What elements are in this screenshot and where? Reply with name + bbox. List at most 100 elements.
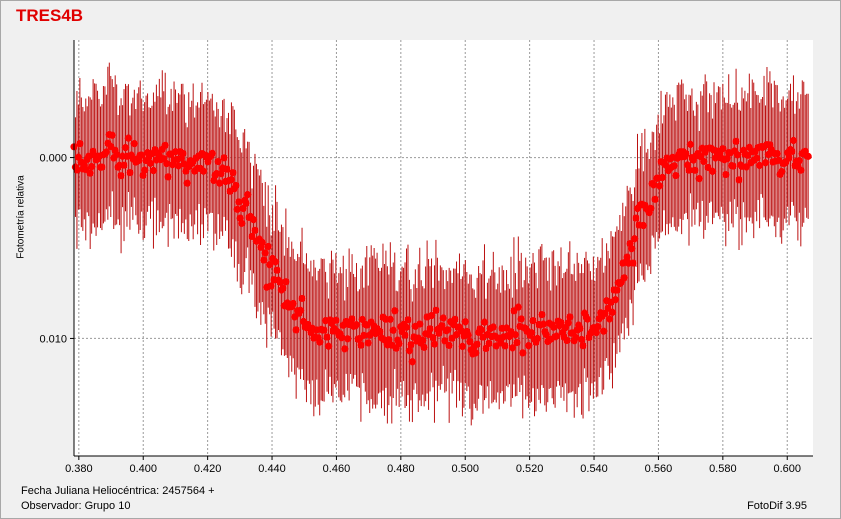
data-point bbox=[711, 154, 720, 162]
data-point bbox=[233, 205, 241, 213]
data-point bbox=[217, 170, 225, 178]
data-point bbox=[223, 165, 231, 173]
data-point bbox=[264, 242, 272, 251]
data-point bbox=[632, 214, 640, 222]
data-point bbox=[238, 219, 246, 227]
data-point bbox=[248, 232, 256, 241]
data-point bbox=[404, 316, 412, 324]
data-point bbox=[76, 140, 84, 148]
data-point bbox=[244, 190, 252, 199]
data-point bbox=[458, 342, 467, 350]
data-point bbox=[785, 154, 793, 162]
data-point bbox=[557, 319, 565, 327]
data-point bbox=[86, 169, 94, 177]
data-point bbox=[513, 339, 521, 347]
x-tick-label: 0.580 bbox=[709, 463, 737, 475]
data-point bbox=[199, 167, 208, 175]
data-point bbox=[227, 176, 236, 184]
data-point bbox=[686, 140, 695, 148]
data-point bbox=[108, 131, 116, 139]
data-point bbox=[804, 152, 812, 160]
y-tick-labels: 0.000 0.010 bbox=[39, 153, 74, 345]
data-point bbox=[773, 149, 781, 158]
data-point bbox=[296, 306, 305, 315]
data-point bbox=[501, 342, 509, 350]
data-point bbox=[208, 149, 216, 158]
data-point bbox=[214, 157, 222, 166]
data-point bbox=[472, 349, 480, 357]
data-point bbox=[298, 294, 306, 303]
data-point bbox=[579, 342, 587, 350]
data-point bbox=[723, 154, 731, 163]
data-point bbox=[670, 162, 678, 170]
data-point bbox=[708, 167, 717, 175]
data-point bbox=[789, 136, 798, 145]
data-point bbox=[517, 315, 525, 323]
data-point bbox=[232, 181, 240, 190]
y-tick-label: 0.000 bbox=[39, 153, 67, 165]
data-point bbox=[623, 253, 631, 261]
data-point bbox=[477, 326, 486, 334]
data-point bbox=[566, 313, 574, 321]
x-tick-label: 0.540 bbox=[580, 463, 608, 475]
data-point bbox=[216, 179, 224, 187]
data-point bbox=[441, 337, 449, 345]
data-point bbox=[88, 163, 96, 171]
data-point bbox=[729, 162, 737, 170]
data-point bbox=[620, 274, 628, 282]
x-tick-label: 0.560 bbox=[645, 463, 673, 475]
data-point bbox=[121, 143, 130, 152]
data-point bbox=[419, 336, 427, 344]
data-point bbox=[292, 326, 300, 334]
data-point bbox=[552, 332, 561, 340]
data-point bbox=[251, 226, 259, 234]
data-point bbox=[445, 341, 453, 350]
data-point bbox=[266, 261, 274, 269]
data-point bbox=[407, 341, 415, 349]
data-point bbox=[438, 322, 446, 330]
data-point bbox=[542, 331, 550, 339]
data-point bbox=[289, 299, 297, 308]
data-point bbox=[655, 182, 664, 190]
data-point bbox=[229, 169, 237, 177]
data-point bbox=[408, 358, 416, 366]
data-point bbox=[466, 337, 474, 346]
data-point bbox=[402, 323, 411, 331]
data-point bbox=[149, 166, 158, 175]
data-point bbox=[348, 315, 356, 323]
data-point bbox=[795, 157, 803, 165]
data-point bbox=[444, 326, 452, 334]
data-point bbox=[320, 326, 328, 334]
data-point bbox=[239, 204, 247, 213]
data-point bbox=[514, 303, 522, 311]
data-point bbox=[608, 308, 617, 316]
data-point bbox=[220, 154, 228, 162]
data-point bbox=[332, 316, 340, 324]
data-point bbox=[267, 282, 275, 290]
data-point bbox=[529, 317, 537, 325]
data-point bbox=[533, 334, 542, 343]
data-point bbox=[163, 159, 171, 168]
data-point bbox=[761, 159, 770, 167]
data-point bbox=[73, 166, 81, 174]
data-point bbox=[577, 335, 586, 344]
data-point bbox=[695, 175, 703, 183]
data-point bbox=[389, 326, 397, 334]
x-axis-label: Fecha Juliana Heliocéntrica: 2457564 + bbox=[21, 485, 215, 497]
data-point bbox=[661, 161, 670, 169]
x-tick-label: 0.440 bbox=[258, 463, 286, 475]
data-point bbox=[85, 152, 93, 160]
data-point bbox=[174, 162, 183, 170]
data-point bbox=[594, 323, 602, 331]
data-point bbox=[113, 150, 121, 159]
data-point bbox=[451, 315, 459, 323]
data-point bbox=[613, 286, 621, 294]
data-point bbox=[357, 341, 365, 349]
data-point bbox=[439, 314, 447, 322]
data-point bbox=[120, 161, 128, 169]
data-point bbox=[146, 159, 155, 167]
data-point bbox=[519, 349, 527, 357]
data-point bbox=[161, 141, 169, 149]
data-point bbox=[700, 157, 708, 166]
